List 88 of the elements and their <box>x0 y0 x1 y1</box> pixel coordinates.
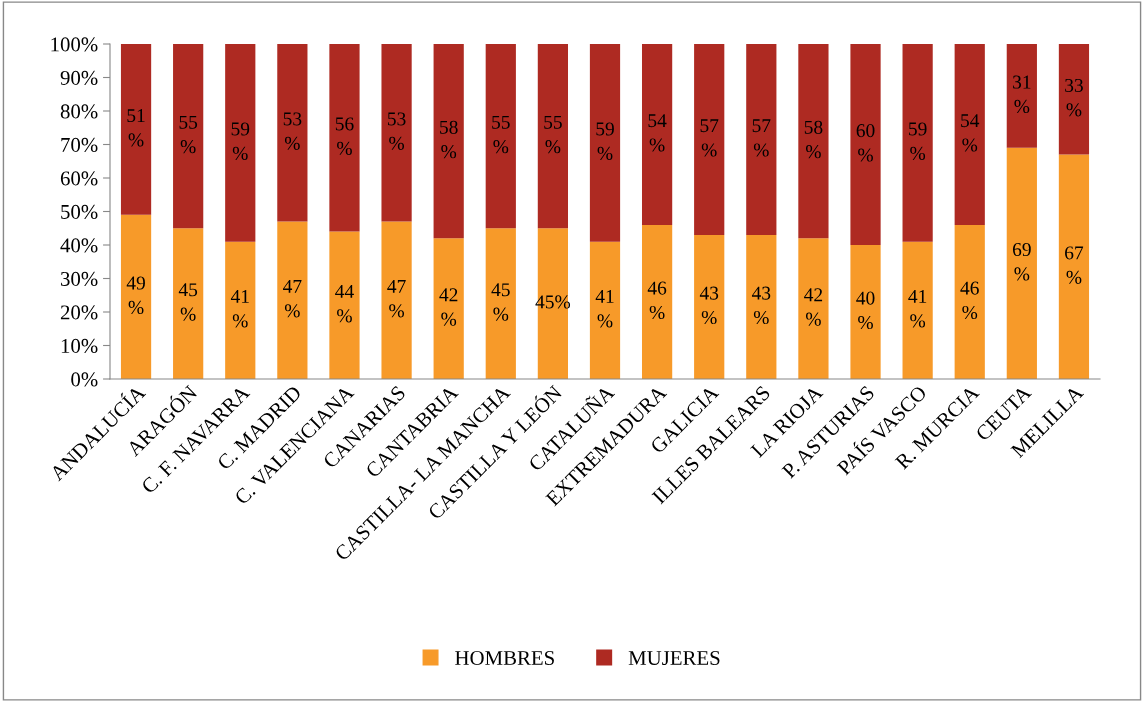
data-label: 56 % <box>335 117 354 155</box>
bar <box>173 44 204 229</box>
bar <box>1058 44 1090 155</box>
y-tick-label: 50% <box>61 204 98 219</box>
bar <box>433 44 464 239</box>
data-label: 54 % <box>648 114 667 152</box>
data-label: 67 % <box>1065 246 1084 284</box>
data-label: 43 % <box>699 286 719 325</box>
data-label: 41 % <box>908 289 927 328</box>
bar <box>329 44 360 232</box>
bar <box>694 44 725 235</box>
bar <box>641 44 673 225</box>
bar <box>589 241 621 379</box>
bar <box>954 224 985 379</box>
bar <box>120 44 152 215</box>
data-label: 42 % <box>804 288 823 326</box>
data-label: 57 % <box>700 119 719 157</box>
data-label: 51 % <box>127 109 145 147</box>
bar <box>1006 44 1037 148</box>
bar <box>433 238 464 379</box>
y-tick-label: 0% <box>71 372 98 387</box>
data-label: 45 % <box>178 283 198 321</box>
bar <box>537 44 569 229</box>
data-label: 53 % <box>387 112 406 150</box>
bar <box>694 234 725 379</box>
data-label: 46 % <box>960 281 979 320</box>
y-tick-label: 30% <box>61 271 98 286</box>
bar <box>902 241 933 379</box>
data-label: 40 % <box>856 291 875 330</box>
data-label: 58 % <box>804 120 823 159</box>
y-tick-label: 100% <box>51 37 98 52</box>
bar <box>173 228 204 379</box>
data-label: 45 % <box>491 283 510 321</box>
data-label: 55 % <box>179 115 198 154</box>
data-label: 60 % <box>856 124 875 162</box>
bar <box>589 44 621 242</box>
data-label: 42 % <box>439 288 458 326</box>
data-label: 53 % <box>283 112 302 150</box>
bar <box>329 231 360 379</box>
bar <box>1006 147 1037 379</box>
bar <box>485 228 516 379</box>
bar <box>798 44 829 239</box>
y-tick-label: 80% <box>60 104 98 119</box>
y-tick-label: 20% <box>60 305 98 320</box>
data-label: 55 % <box>544 115 562 154</box>
data-label: 58 % <box>440 120 458 159</box>
bar <box>641 224 673 379</box>
data-label: 47 % <box>283 279 302 318</box>
bar <box>225 241 256 379</box>
data-label: 41 % <box>230 289 249 328</box>
bar <box>381 44 412 222</box>
bar <box>381 221 412 379</box>
bar <box>954 44 985 225</box>
y-tick-label: 60% <box>60 171 98 186</box>
bar <box>746 44 777 235</box>
legend-label: MUJERES <box>628 650 720 665</box>
data-label: 44 % <box>335 284 354 323</box>
data-label: 49 % <box>126 276 145 315</box>
data-label: 47 % <box>387 279 406 318</box>
bar <box>902 44 933 242</box>
bar <box>746 234 777 379</box>
bar <box>120 214 152 379</box>
data-label: 54 % <box>961 114 980 152</box>
y-tick-label: 10% <box>61 338 98 353</box>
data-label: 33 % <box>1065 78 1083 117</box>
bar <box>225 44 256 242</box>
data-label: 59 % <box>231 122 250 160</box>
data-label: 41 % <box>595 289 614 328</box>
data-label: 46 % <box>647 281 667 320</box>
data-label: 59 % <box>909 122 927 160</box>
bar <box>850 44 881 245</box>
data-label: 57 % <box>752 119 771 157</box>
data-label: 69 % <box>1012 243 1031 281</box>
y-tick-label: 70% <box>61 137 98 152</box>
bar <box>850 245 881 379</box>
bar <box>277 221 308 379</box>
data-label: 31 % <box>1013 75 1031 114</box>
y-tick-label: 90% <box>60 70 98 85</box>
bar <box>485 44 516 229</box>
bar <box>537 228 569 379</box>
bar <box>277 44 308 222</box>
y-tick-label: 40% <box>60 238 98 253</box>
legend-label: HOMBRES <box>455 650 554 665</box>
data-label: 55 % <box>492 115 510 154</box>
data-label: 59 % <box>596 122 614 160</box>
bar <box>798 238 829 379</box>
bar <box>1058 154 1090 379</box>
data-label: 43 % <box>751 286 771 325</box>
